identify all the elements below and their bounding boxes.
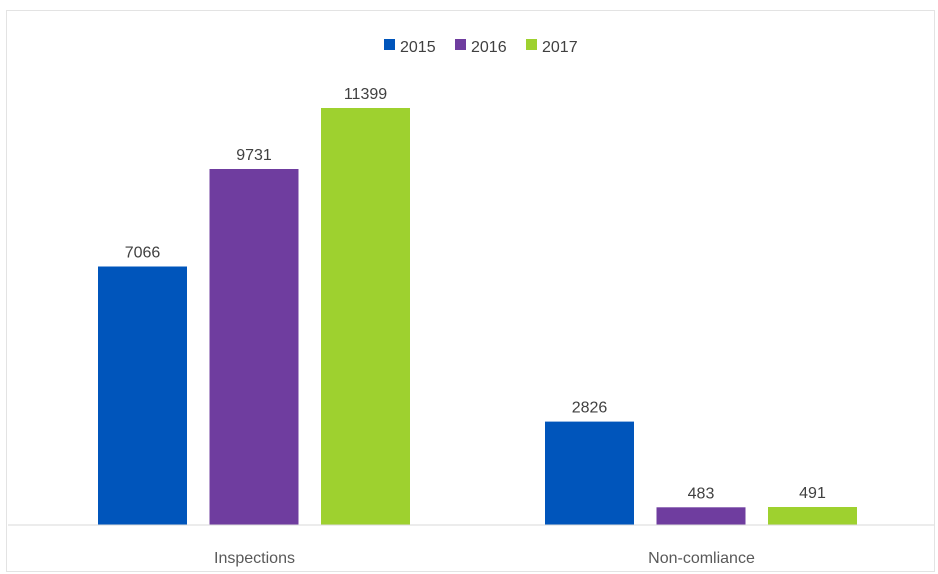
legend-label-2017: 2017 [542,39,578,56]
data-label-inspections-2015: 7066 [125,245,161,262]
legend-label-2015: 2015 [400,39,436,56]
category-label-inspections: Inspections [214,550,295,567]
bars-group [98,108,857,525]
data-labels-group: 7066 2826 9731 483 11399 491 [125,86,826,502]
data-label-non-comliance-2017: 491 [799,485,826,502]
bar-non-comliance-2017 [768,507,857,525]
data-label-non-comliance-2016: 483 [688,485,715,502]
bar-non-comliance-2015 [545,421,634,525]
legend-swatch-2015 [384,39,395,50]
legend: 2015 2016 2017 [384,39,578,56]
legend-swatch-2016 [455,39,466,50]
legend-swatch-2017 [526,39,537,50]
data-label-non-comliance-2015: 2826 [572,400,608,417]
bar-inspections-2015 [98,266,187,525]
category-labels-group: Inspections Non-comliance [214,550,755,567]
legend-label-2016: 2016 [471,39,507,56]
bar-inspections-2017 [321,108,410,525]
bar-non-comliance-2016 [656,507,746,525]
bar-inspections-2016 [209,169,299,525]
category-label-non-comliance: Non-comliance [648,550,755,567]
data-label-inspections-2016: 9731 [236,147,272,164]
data-label-inspections-2017: 11399 [344,86,387,103]
